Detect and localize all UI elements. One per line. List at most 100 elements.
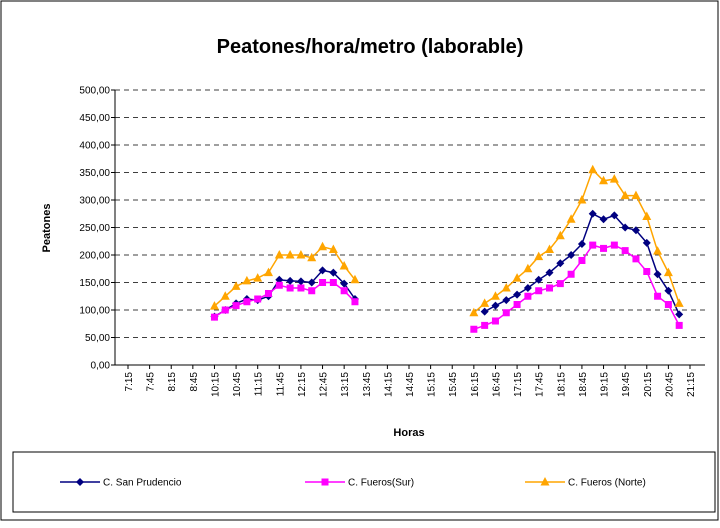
marker	[209, 301, 219, 310]
marker	[524, 292, 532, 300]
marker	[220, 291, 230, 300]
marker	[589, 241, 597, 249]
marker	[599, 175, 609, 185]
marker	[253, 273, 263, 282]
x-axis-label: Horas	[393, 427, 424, 439]
x-tick-label: 13:15	[340, 372, 351, 397]
marker	[76, 478, 84, 486]
x-tick-label: 19:15	[600, 372, 611, 397]
marker	[588, 209, 597, 218]
x-tick-label: 15:45	[448, 372, 459, 397]
marker	[654, 292, 662, 300]
marker	[232, 302, 240, 310]
marker	[491, 317, 499, 325]
marker	[501, 283, 511, 292]
y-tick-label: 500,00	[79, 86, 110, 97]
marker	[491, 301, 500, 310]
marker	[307, 278, 316, 287]
marker	[535, 287, 543, 295]
chart-title: Peatones/hora/metro (laborable)	[217, 36, 524, 58]
marker	[340, 287, 348, 295]
x-tick-label: 12:15	[297, 372, 308, 397]
marker	[319, 279, 327, 286]
marker	[513, 290, 522, 299]
x-tick-label: 18:45	[578, 372, 589, 397]
x-tick-label: 11:45	[275, 372, 286, 397]
y-tick-label: 150,00	[79, 278, 110, 289]
marker	[502, 296, 511, 305]
marker	[567, 251, 576, 259]
x-tick-label: 16:15	[470, 372, 481, 397]
y-axis-label: Peatones	[41, 204, 53, 253]
marker	[254, 295, 262, 303]
marker	[350, 274, 360, 284]
x-tick-label: 8:15	[167, 372, 178, 392]
marker	[642, 211, 652, 220]
marker	[600, 244, 608, 252]
marker	[546, 284, 553, 292]
marker	[610, 241, 618, 249]
x-tick-label: 17:45	[535, 372, 546, 397]
marker	[545, 268, 554, 277]
marker	[577, 195, 587, 204]
marker	[545, 244, 554, 253]
marker	[599, 215, 608, 224]
marker	[490, 291, 500, 300]
marker	[556, 280, 564, 288]
marker	[663, 267, 673, 277]
legend-label: C. Fueros(Sur)	[348, 478, 414, 489]
marker	[621, 247, 629, 255]
x-tick-label: 10:15	[210, 372, 221, 397]
y-tick-label: 250,00	[79, 223, 110, 234]
marker	[588, 164, 598, 174]
marker	[274, 250, 284, 259]
marker	[621, 223, 630, 232]
marker	[513, 301, 521, 308]
marker	[286, 276, 295, 285]
y-tick-label: 400,00	[79, 141, 110, 152]
x-tick-label: 11:15	[254, 372, 265, 397]
x-tick-label: 7:45	[146, 372, 157, 392]
marker	[653, 270, 662, 279]
marker	[540, 477, 550, 486]
marker	[675, 321, 683, 329]
marker	[231, 281, 241, 290]
marker	[296, 277, 305, 286]
x-tick-label: 20:45	[664, 372, 675, 397]
marker	[643, 268, 651, 275]
marker	[642, 238, 651, 247]
marker	[523, 284, 532, 292]
marker	[243, 298, 251, 306]
marker	[502, 309, 510, 317]
marker	[264, 267, 273, 277]
x-tick-label: 13:45	[362, 372, 373, 397]
marker	[566, 214, 576, 223]
x-tick-label: 19:45	[621, 372, 632, 397]
legend-label: C. Fueros (Norte)	[568, 478, 646, 489]
marker	[609, 174, 619, 183]
legend-label: C. San Prudencio	[103, 478, 182, 489]
marker	[534, 251, 544, 261]
marker	[674, 298, 684, 307]
marker	[577, 240, 586, 248]
marker	[329, 268, 338, 277]
x-tick-label: 15:15	[427, 372, 438, 397]
y-tick-label: 300,00	[79, 196, 110, 207]
y-tick-label: 50,00	[85, 333, 110, 344]
marker	[523, 263, 533, 273]
x-tick-label: 12:45	[319, 372, 330, 397]
marker	[567, 270, 575, 278]
marker	[631, 226, 640, 235]
marker	[675, 310, 684, 319]
marker	[221, 306, 229, 314]
marker	[534, 275, 543, 284]
marker	[340, 279, 349, 288]
x-tick-label: 21:15	[686, 372, 697, 397]
y-tick-label: 350,00	[79, 168, 110, 179]
marker	[480, 298, 490, 307]
marker	[307, 252, 317, 262]
y-tick-label: 450,00	[79, 113, 110, 124]
marker	[556, 259, 565, 268]
x-tick-label: 20:15	[643, 372, 654, 397]
